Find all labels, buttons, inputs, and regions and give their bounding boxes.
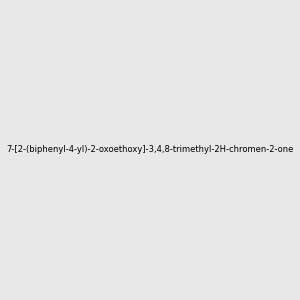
Text: 7-[2-(biphenyl-4-yl)-2-oxoethoxy]-3,4,8-trimethyl-2H-chromen-2-one: 7-[2-(biphenyl-4-yl)-2-oxoethoxy]-3,4,8-…	[6, 146, 294, 154]
